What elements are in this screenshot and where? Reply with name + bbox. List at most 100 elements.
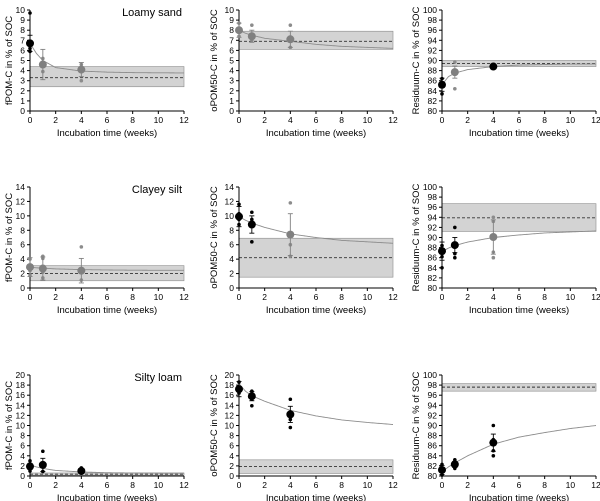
y-tick-label: 92 <box>428 222 438 232</box>
x-tick-label: 8 <box>130 115 135 125</box>
y-tick-label: 98 <box>428 380 438 390</box>
y-tick-label: 82 <box>428 273 438 283</box>
y-axis-label: fPOM-C in % of SOC <box>4 381 15 470</box>
y-tick-label: 96 <box>428 25 438 35</box>
y-tick-label: 2 <box>229 86 234 96</box>
x-tick-label: 2 <box>465 115 470 125</box>
x-tick-label: 6 <box>517 292 522 302</box>
x-tick-label: 6 <box>314 292 319 302</box>
mean-point <box>38 60 47 69</box>
x-tick-label: 10 <box>566 115 576 125</box>
y-tick-label: 2 <box>20 461 25 471</box>
mean-point <box>489 62 498 71</box>
mean-point <box>438 465 446 474</box>
replicate-point <box>288 201 293 205</box>
x-tick-label: 0 <box>237 480 242 490</box>
y-tick-label: 16 <box>16 390 26 400</box>
y-tick-label: 0 <box>20 283 25 293</box>
y-tick-label: 18 <box>16 380 26 390</box>
y-axis-label: fPOM-C in % of SOC <box>4 193 15 282</box>
mean-point <box>235 26 243 35</box>
panel-title: Clayey silt <box>132 184 182 196</box>
x-axis-label: Incubation time (weeks) <box>57 128 157 139</box>
y-tick-label: 3 <box>229 76 234 86</box>
x-tick-label: 8 <box>542 292 547 302</box>
mean-point <box>26 462 34 471</box>
replicate-point <box>79 245 84 249</box>
x-tick-label: 2 <box>53 115 58 125</box>
y-tick-label: 2 <box>229 269 234 279</box>
model-curve <box>29 43 184 74</box>
x-tick-label: 10 <box>154 480 164 490</box>
y-tick-label: 2 <box>20 269 25 279</box>
y-tick-label: 9 <box>229 15 234 25</box>
x-tick-label: 6 <box>517 480 522 490</box>
x-axis-label: Incubation time (weeks) <box>266 493 366 501</box>
replicate-point <box>491 255 496 260</box>
range-band <box>29 66 185 88</box>
x-tick-label: 2 <box>262 115 267 125</box>
x-tick-label: 0 <box>440 480 445 490</box>
y-tick-label: 6 <box>20 45 25 55</box>
x-axis-label: Incubation time (weeks) <box>266 128 366 139</box>
mean-point <box>38 460 47 469</box>
y-tick-label: 90 <box>428 421 438 431</box>
y-tick-label: 12 <box>225 410 235 420</box>
y-tick-label: 88 <box>428 431 438 441</box>
replicate-point <box>453 60 457 64</box>
replicate-point <box>491 423 496 428</box>
y-tick-label: 10 <box>16 211 26 221</box>
y-axis-label: oPOM50-C in % of SOC <box>209 186 220 289</box>
y-tick-label: 5 <box>20 56 25 66</box>
model-curve <box>441 425 597 473</box>
y-tick-label: 0 <box>229 283 234 293</box>
y-tick-label: 80 <box>428 471 438 481</box>
x-tick-label: 8 <box>130 480 135 490</box>
y-tick-label: 94 <box>428 400 438 410</box>
range-band <box>238 30 394 50</box>
y-tick-label: 18 <box>225 380 235 390</box>
x-tick-label: 8 <box>339 292 344 302</box>
mean-point <box>450 241 459 250</box>
x-tick-label: 0 <box>440 292 445 302</box>
x-tick-label: 4 <box>491 115 496 125</box>
x-tick-label: 0 <box>440 115 445 125</box>
mean-point <box>450 460 459 469</box>
y-tick-label: 2 <box>20 86 25 96</box>
y-tick-label: 6 <box>20 240 25 250</box>
x-tick-label: 12 <box>591 292 600 302</box>
y-tick-label: 84 <box>428 263 438 273</box>
x-tick-label: 8 <box>339 115 344 125</box>
y-axis-label: fPOM-C in % of SOC <box>4 16 15 105</box>
replicate-point <box>491 454 496 458</box>
y-tick-label: 94 <box>428 35 438 45</box>
x-tick-label: 6 <box>314 480 319 490</box>
y-tick-label: 20 <box>225 370 235 380</box>
y-tick-label: 12 <box>16 196 26 206</box>
y-tick-label: 92 <box>428 410 438 420</box>
y-tick-label: 12 <box>16 410 26 420</box>
y-tick-label: 90 <box>428 233 438 243</box>
y-tick-label: 5 <box>229 56 234 66</box>
x-tick-label: 8 <box>339 480 344 490</box>
y-tick-label: 4 <box>229 451 234 461</box>
y-tick-label: 86 <box>428 253 438 263</box>
y-tick-label: 80 <box>428 106 438 116</box>
y-tick-label: 20 <box>16 370 26 380</box>
x-axis-label: Incubation time (weeks) <box>266 305 366 316</box>
y-tick-label: 14 <box>16 400 26 410</box>
y-tick-label: 100 <box>423 5 437 15</box>
mean-point <box>26 263 34 272</box>
y-tick-label: 4 <box>20 66 25 76</box>
mean-point <box>247 220 256 229</box>
y-tick-label: 88 <box>428 66 438 76</box>
y-tick-label: 0 <box>229 471 234 481</box>
y-tick-label: 6 <box>229 441 234 451</box>
y-tick-label: 84 <box>428 451 438 461</box>
mean-point <box>247 392 256 401</box>
model-curve <box>29 464 184 474</box>
x-tick-label: 10 <box>363 480 373 490</box>
x-tick-label: 12 <box>591 115 600 125</box>
y-tick-label: 0 <box>229 106 234 116</box>
